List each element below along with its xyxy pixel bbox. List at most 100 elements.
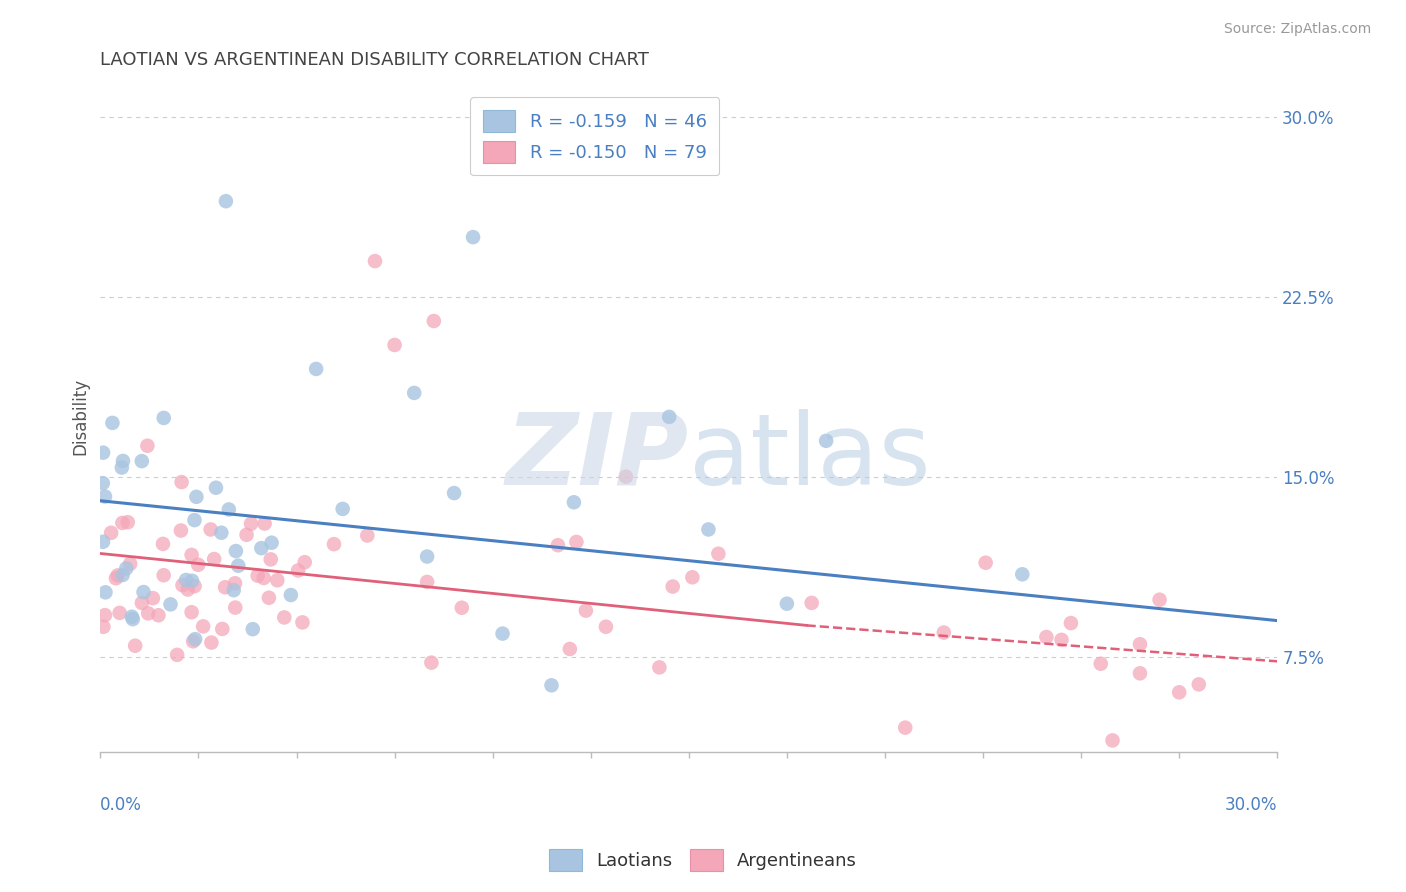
Point <box>1090 657 1112 671</box>
Point <box>120 557 142 571</box>
Point <box>257 591 280 605</box>
Point <box>202 552 225 566</box>
Point <box>132 585 155 599</box>
Point <box>101 416 124 430</box>
Text: Source: ZipAtlas.com: Source: ZipAtlas.com <box>1223 22 1371 37</box>
Point <box>681 570 703 584</box>
Point <box>136 439 159 453</box>
Point <box>91 476 114 491</box>
Point <box>136 607 159 621</box>
Point <box>100 525 122 540</box>
Point <box>211 622 233 636</box>
Point <box>181 634 204 648</box>
Point <box>177 582 200 597</box>
Point <box>932 625 955 640</box>
Point <box>94 585 117 599</box>
Point <box>214 580 236 594</box>
Point <box>1101 733 1123 747</box>
Point <box>108 606 131 620</box>
Point <box>305 362 328 376</box>
Point <box>148 608 170 623</box>
Point <box>186 490 208 504</box>
Point <box>565 535 588 549</box>
Point <box>159 598 181 612</box>
Point <box>170 524 193 538</box>
Point <box>111 454 134 468</box>
Point <box>107 568 129 582</box>
Point <box>183 513 205 527</box>
Point <box>707 547 730 561</box>
Point <box>450 600 472 615</box>
Point <box>1060 616 1083 631</box>
Point <box>215 194 238 209</box>
Point <box>658 409 681 424</box>
Point <box>547 538 569 552</box>
Point <box>124 639 146 653</box>
Point <box>273 610 295 624</box>
Point <box>121 609 143 624</box>
Point <box>152 537 174 551</box>
Point <box>416 574 439 589</box>
Point <box>540 678 562 692</box>
Point <box>240 516 263 531</box>
Point <box>423 314 446 328</box>
Text: 0.0%: 0.0% <box>100 796 142 814</box>
Point <box>356 528 378 542</box>
Point <box>697 523 720 537</box>
Point <box>180 548 202 562</box>
Point <box>205 481 228 495</box>
Point <box>111 516 134 530</box>
Point <box>562 495 585 509</box>
Point <box>815 434 838 448</box>
Point <box>183 579 205 593</box>
Legend: Laotians, Argentineans: Laotians, Argentineans <box>541 842 865 879</box>
Text: atlas: atlas <box>689 409 931 506</box>
Point <box>648 660 671 674</box>
Point <box>1129 637 1152 651</box>
Point <box>291 615 314 630</box>
Point <box>117 515 139 529</box>
Point <box>443 486 465 500</box>
Point <box>260 552 283 566</box>
Point <box>280 588 302 602</box>
Point <box>384 338 406 352</box>
Point <box>200 635 222 649</box>
Point <box>661 580 683 594</box>
Point <box>152 568 174 582</box>
Point <box>142 591 165 606</box>
Point <box>200 523 222 537</box>
Text: LAOTIAN VS ARGENTINEAN DISABILITY CORRELATION CHART: LAOTIAN VS ARGENTINEAN DISABILITY CORREL… <box>100 51 650 69</box>
Point <box>420 656 443 670</box>
Point <box>1168 685 1191 699</box>
Point <box>558 642 581 657</box>
Point <box>242 622 264 636</box>
Point <box>226 558 249 573</box>
Point <box>181 574 204 588</box>
Point <box>323 537 346 551</box>
Point <box>174 573 197 587</box>
Point <box>91 445 114 459</box>
Point <box>332 502 354 516</box>
Point <box>266 574 288 588</box>
Text: 30.0%: 30.0% <box>1225 796 1277 814</box>
Point <box>218 502 240 516</box>
Point <box>180 605 202 619</box>
Point <box>294 555 316 569</box>
Point <box>111 460 134 475</box>
Point <box>894 721 917 735</box>
Point <box>94 490 117 504</box>
Legend: R = -0.159   N = 46, R = -0.150   N = 79: R = -0.159 N = 46, R = -0.150 N = 79 <box>470 97 720 176</box>
Point <box>416 549 439 564</box>
Point <box>404 385 426 400</box>
Point <box>225 544 247 558</box>
Point <box>253 516 276 531</box>
Point <box>111 568 134 582</box>
Point <box>364 254 387 268</box>
Point <box>491 626 513 640</box>
Point <box>614 469 637 483</box>
Point <box>575 604 598 618</box>
Point <box>253 571 276 585</box>
Point <box>1129 666 1152 681</box>
Point <box>1188 677 1211 691</box>
Point <box>131 596 153 610</box>
